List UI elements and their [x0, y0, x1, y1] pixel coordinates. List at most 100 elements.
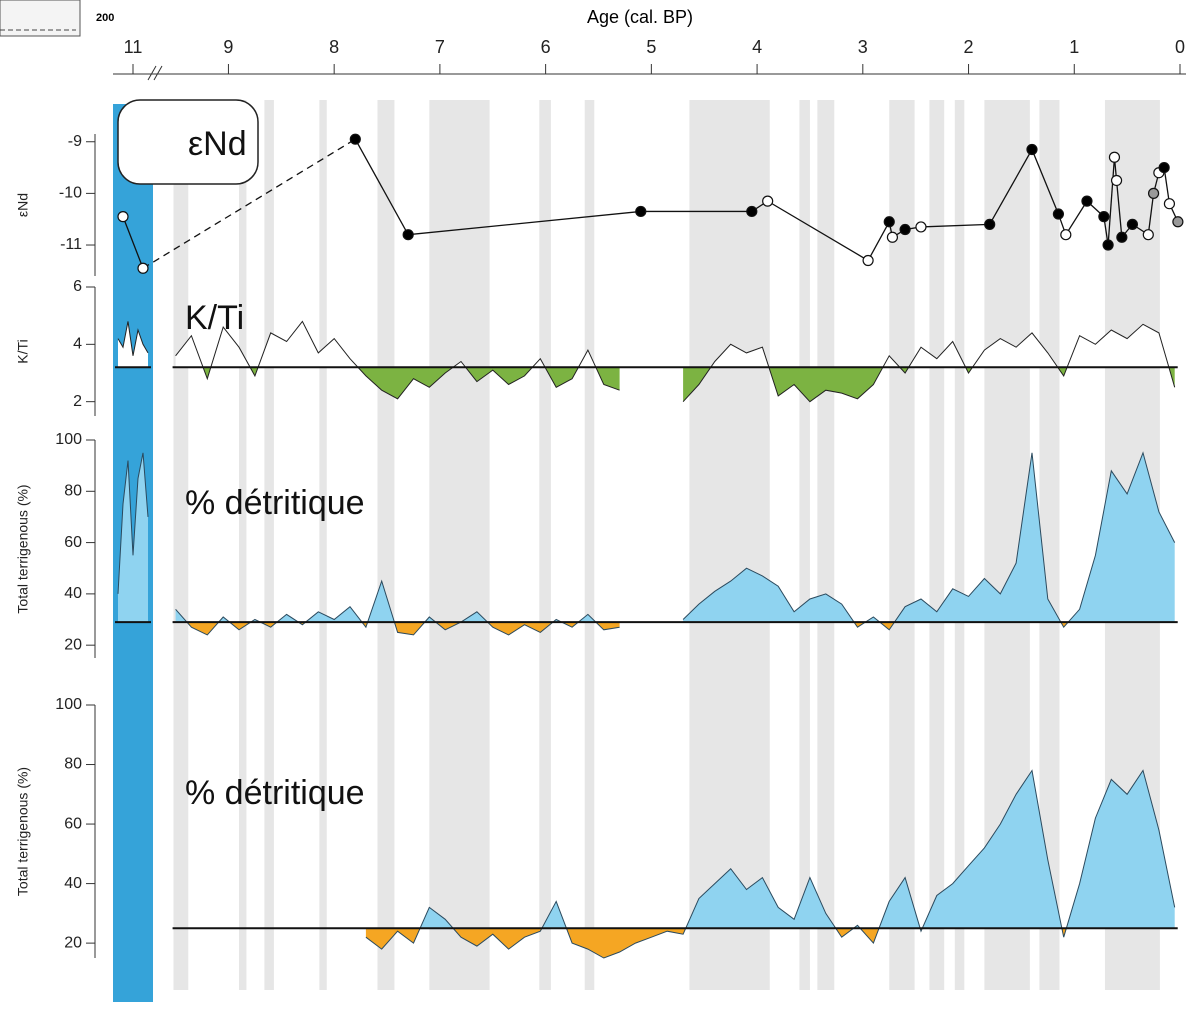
period-band [799, 100, 810, 990]
y-axis-label: Total terrigenous (%) [15, 484, 31, 613]
connector [142, 138, 356, 269]
y-axis-label: εNd [15, 193, 31, 217]
x-tick-label: 9 [223, 37, 233, 57]
period-band [264, 100, 274, 990]
y-tick-label: 100 [55, 431, 82, 448]
y-tick-label: 60 [64, 815, 82, 832]
area-above [710, 324, 1169, 368]
y-tick-label: 60 [64, 534, 82, 551]
connector [989, 149, 1033, 225]
area-above [118, 321, 148, 368]
y-tick-label: 6 [73, 278, 82, 295]
data-point [1147, 187, 1160, 199]
data-point [137, 262, 149, 274]
data-point [117, 211, 129, 223]
data-point [746, 205, 758, 218]
panel-annotation: % détritique [185, 484, 365, 522]
data-point [1110, 174, 1123, 187]
period-band [377, 100, 395, 990]
area-above [365, 770, 1175, 929]
connector [122, 216, 144, 269]
y-axis-label: K/Ti [15, 339, 31, 363]
data-point [1098, 211, 1110, 223]
connector [1031, 149, 1060, 215]
data-point [1172, 216, 1184, 228]
period-band [954, 100, 965, 990]
foreground-layer: 200 Age (cal. BP) 11 9 8 7 6 5 4 3 2 1 0 -9 -10 -11 εN… [0, 0, 1186, 959]
y-tick-label: 40 [64, 875, 82, 892]
data-point [349, 133, 361, 145]
connector [1163, 167, 1171, 204]
area-below [365, 928, 1067, 958]
connector [920, 223, 990, 228]
data-point [762, 195, 774, 207]
connector [1115, 180, 1123, 238]
series-line [117, 452, 149, 594]
data-point [1142, 229, 1154, 241]
axis-break [153, 65, 163, 81]
y-tick-label: -10 [59, 185, 82, 202]
y-tick-label: -9 [68, 133, 82, 150]
data-point [1108, 151, 1121, 163]
period-band [1039, 100, 1060, 990]
x-tick-label: 3 [858, 37, 868, 57]
connector [1147, 193, 1155, 235]
y-tick-label: 20 [64, 636, 82, 653]
axis-break [147, 65, 157, 81]
data-point [883, 216, 895, 228]
data-point [1126, 218, 1139, 230]
x-axis-title: Age (cal. BP) [587, 7, 693, 27]
x-tick-label: 6 [541, 37, 551, 57]
connector [867, 221, 890, 261]
period-band [817, 100, 835, 990]
period-band [429, 100, 490, 990]
x-tick-label: 1 [1069, 37, 1079, 57]
x-tick-label: 4 [752, 37, 762, 57]
annotation-box [117, 99, 259, 185]
area-above [683, 452, 1175, 623]
data-point [1116, 231, 1128, 243]
x-tick-label: 5 [646, 37, 656, 57]
connector [767, 200, 869, 262]
series-line [365, 769, 1176, 959]
y-tick-label: 2 [73, 393, 82, 410]
y-tick-label: -11 [60, 236, 82, 253]
area-below [175, 367, 620, 399]
data-point [1026, 143, 1038, 156]
data-point [402, 229, 414, 241]
period-band [584, 100, 595, 990]
x-tick-label: 11 [124, 37, 143, 57]
data-point [862, 254, 874, 267]
period-band [319, 100, 327, 990]
y-tick-label: 80 [64, 483, 82, 500]
panel-annotation: K/Ti [185, 299, 244, 337]
period-band [539, 100, 551, 990]
y-tick-label: 40 [64, 585, 82, 602]
x-tick-label: 0 [1175, 37, 1185, 57]
period-band [929, 100, 945, 990]
period-band [173, 100, 189, 990]
data-point [984, 218, 996, 230]
corner-label: 200 [96, 12, 114, 24]
period-band [239, 100, 247, 990]
y-tick-label: 80 [64, 756, 82, 773]
area-below [186, 622, 620, 635]
x-tick-label: 7 [435, 37, 445, 57]
series-line [117, 321, 149, 356]
panel-annotation: εNd [188, 125, 247, 163]
connector [408, 210, 641, 236]
connector [354, 138, 409, 236]
panel-annotation: % détritique [185, 774, 365, 812]
data-point [1163, 198, 1176, 210]
period-band [689, 100, 770, 990]
x-tick-label: 8 [329, 37, 339, 57]
data-point [1158, 161, 1170, 174]
y-tick-label: 100 [55, 696, 82, 713]
connector [1107, 157, 1116, 246]
data-point [915, 221, 927, 233]
data-point [1081, 195, 1093, 207]
area-above [118, 452, 148, 623]
y-axis-label: Total terrigenous (%) [15, 767, 31, 896]
data-point [1060, 229, 1072, 241]
